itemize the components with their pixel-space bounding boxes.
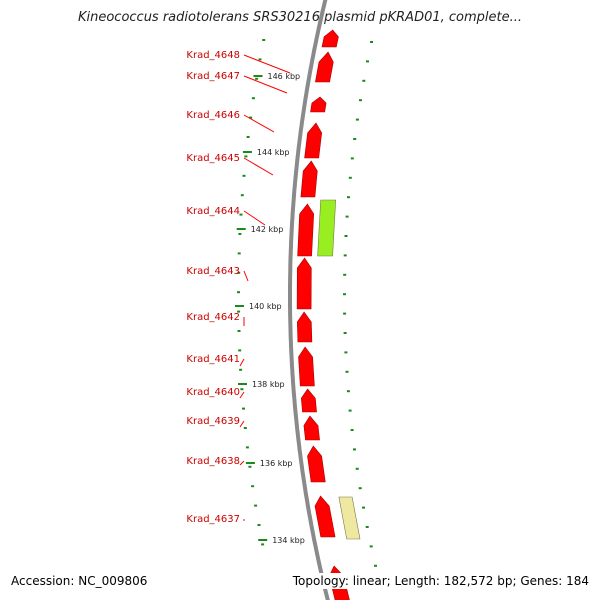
gene-label: Krad_4648 [186,50,240,61]
gene-arrow [315,51,334,83]
gene-arrow [300,160,318,198]
gene-arrow [298,346,315,387]
gene-arrow [296,311,313,343]
gene-layer [296,29,350,600]
gene-label: Krad_4638 [186,456,240,467]
summary-text: Topology: linear; Length: 182,572 bp; Ge… [290,573,591,589]
extra-gene-layer [317,199,361,540]
label-layer: Krad_4648 Krad_4647 Krad_4646 Krad_4645 Krad… [186,50,291,525]
gene-label: Krad_4646 [186,110,240,121]
gene-label: Krad_4642 [186,312,240,323]
label-leader [243,114,275,133]
gene-arrow [300,388,317,413]
gene-arrow [307,445,326,483]
label-leader [239,460,245,466]
tick-layer [237,39,382,587]
plasmid-backbone [288,0,330,600]
gene-arrow [296,257,312,310]
gene-label: Krad_4637 [186,514,240,525]
scale-label: 140 kbp [249,302,282,311]
label-leader [239,358,245,367]
label-leader [243,270,249,282]
gene-arrow [297,203,315,257]
scale-label: 138 kbp [252,380,285,389]
gene-label: Krad_4639 [186,416,240,427]
map-title: Kineococcus radiotolerans SRS30216 plasm… [77,10,523,25]
gene-label: Krad_4643 [186,266,240,277]
gene-arrow [310,96,327,113]
gene-label: Krad_4644 [186,206,240,217]
label-leader [243,54,291,74]
label-leader [243,210,266,226]
gene-arrow [303,415,320,441]
highlight-gene-box [317,199,337,257]
gene-arrow [304,122,323,159]
gene-label: Krad_4640 [186,387,240,398]
scale-label: 134 kbp [272,536,305,545]
scale-label: 144 kbp [257,148,290,157]
scale-layer: 134 kbp 136 kbp 138 kbp 140 kbp 142 kbp 144 k… [235,72,305,545]
gene-label: Krad_4647 [186,71,240,82]
pale-gene-box [338,496,361,540]
label-leader [243,75,288,94]
label-leader [239,391,245,399]
gene-label: Krad_4641 [186,354,240,365]
gene-arrow [321,29,339,48]
gene-arrow [314,495,336,538]
scale-label: 146 kbp [268,72,301,81]
accession-text: Accession: NC_009806 [9,573,150,589]
scale-label: 136 kbp [260,459,293,468]
gene-label: Krad_4645 [186,153,240,164]
backbone-layer [288,0,330,600]
label-leader [239,420,245,428]
label-leader [243,157,274,176]
scale-label: 142 kbp [251,225,284,234]
